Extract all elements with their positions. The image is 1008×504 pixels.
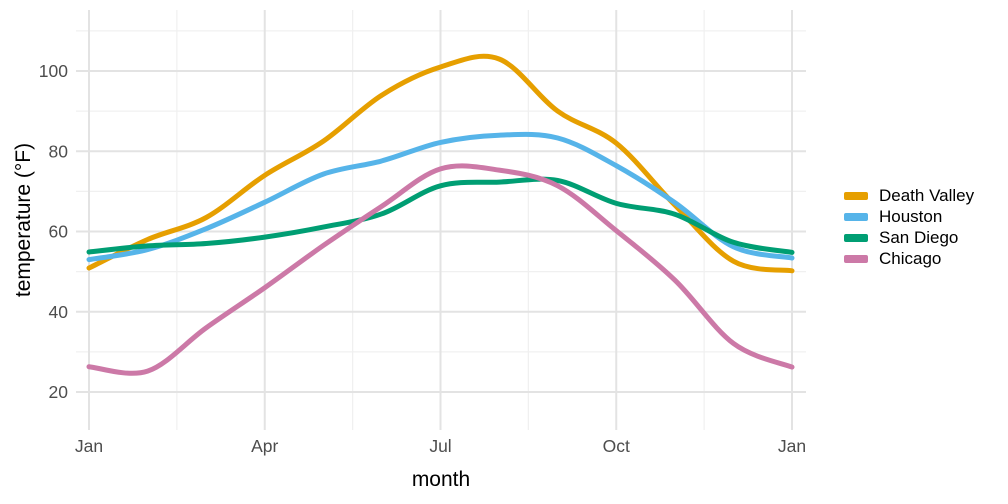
series-line-houston — [86, 131, 795, 263]
x-tick-label: Jul — [429, 436, 451, 456]
legend-item-death-valley: Death Valley — [844, 185, 974, 206]
houston-swatch-icon — [844, 212, 868, 221]
y-tick-label: 20 — [49, 382, 69, 402]
y-tick-label: 60 — [49, 222, 69, 242]
legend-label-san-diego: San Diego — [879, 227, 959, 247]
series-line-chicago — [86, 163, 795, 376]
san-diego-swatch-icon — [844, 233, 868, 242]
legend-item-chicago: Chicago — [844, 248, 974, 269]
x-tick-label: Jan — [778, 436, 806, 456]
x-tick-label: Jan — [75, 436, 103, 456]
x-tick-label: Apr — [251, 436, 278, 456]
series-line-san-diego — [86, 176, 795, 255]
y-tick-label: 40 — [49, 302, 69, 322]
y-tick-label: 100 — [39, 61, 68, 81]
legend-label-death-valley: Death Valley — [879, 185, 975, 205]
legend-item-san-diego: San Diego — [844, 227, 974, 248]
y-axis-title: temperature (°F) — [12, 142, 35, 298]
x-tick-label: Oct — [603, 436, 630, 456]
legend-label-chicago: Chicago — [879, 248, 942, 268]
legend-item-houston: Houston — [844, 206, 974, 227]
y-tick-label: 80 — [49, 141, 69, 161]
legend-label-houston: Houston — [879, 206, 943, 226]
death-valley-swatch-icon — [844, 191, 868, 200]
x-axis-title: month — [411, 468, 471, 491]
legend: Death Valley Houston San Diego Chicago — [844, 185, 974, 269]
chicago-swatch-icon — [844, 254, 868, 263]
